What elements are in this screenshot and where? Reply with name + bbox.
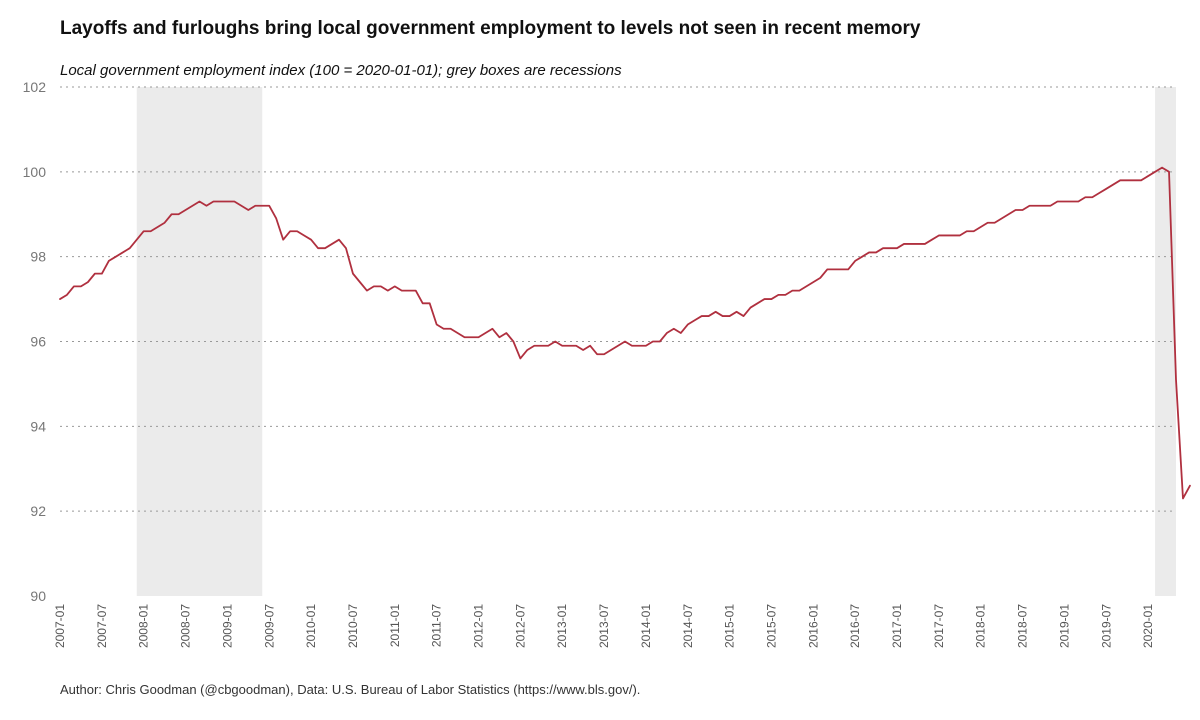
x-tick-label: 2008-07 xyxy=(179,604,193,648)
y-tick-label: 102 xyxy=(23,79,47,95)
x-tick-label: 2010-07 xyxy=(346,604,360,648)
y-tick-label: 94 xyxy=(30,418,46,434)
x-tick-label: 2019-07 xyxy=(1099,604,1113,648)
x-tick-label: 2015-01 xyxy=(723,604,737,648)
y-axis: 90 92 94 96 98 100 102 xyxy=(23,79,47,604)
chart-title: Layoffs and furloughs bring local govern… xyxy=(60,18,921,39)
x-tick-label: 2009-01 xyxy=(220,604,234,648)
x-tick-label: 2011-01 xyxy=(388,604,402,647)
x-tick-label: 2020-01 xyxy=(1141,604,1155,648)
x-tick-label: 2016-01 xyxy=(806,604,820,648)
x-tick-label: 2012-07 xyxy=(513,604,527,648)
x-tick-label: 2019-01 xyxy=(1057,604,1071,648)
x-tick-label: 2017-01 xyxy=(890,604,904,648)
x-tick-label: 2012-01 xyxy=(472,604,486,648)
series-line-1 xyxy=(59,166,1191,500)
y-gridlines xyxy=(60,86,1176,512)
x-axis: 2007-01 2007-07 2008-01 2008-07 2009-01 2009-… xyxy=(53,604,1155,648)
y-tick-label: 98 xyxy=(30,249,46,265)
x-tick-label: 2015-07 xyxy=(764,604,778,648)
y-tick-label: 100 xyxy=(23,164,47,180)
x-tick-label: 2017-07 xyxy=(932,604,946,648)
chart-subtitle: Local government employment index (100 =… xyxy=(60,62,622,79)
x-tick-label: 2011-07 xyxy=(430,604,444,647)
y-tick-label: 92 xyxy=(30,503,46,519)
chart-caption: Author: Chris Goodman (@cbgoodman), Data… xyxy=(60,682,641,697)
x-tick-label: 2013-07 xyxy=(597,604,611,648)
x-tick-label: 2007-01 xyxy=(53,604,67,648)
y-tick-label: 96 xyxy=(30,334,46,350)
x-tick-label: 2014-01 xyxy=(639,604,653,648)
x-tick-label: 2008-01 xyxy=(137,604,151,648)
x-tick-label: 2009-07 xyxy=(262,604,276,648)
x-tick-label: 2018-07 xyxy=(1016,604,1030,648)
x-tick-label: 2018-01 xyxy=(974,604,988,648)
x-tick-label: 2010-01 xyxy=(304,604,318,648)
x-tick-label: 2013-01 xyxy=(555,604,569,648)
series xyxy=(59,166,1191,500)
y-tick-label: 90 xyxy=(30,588,46,604)
x-tick-label: 2016-07 xyxy=(848,604,862,648)
x-tick-label: 2007-07 xyxy=(95,604,109,648)
x-tick-label: 2014-07 xyxy=(681,604,695,648)
